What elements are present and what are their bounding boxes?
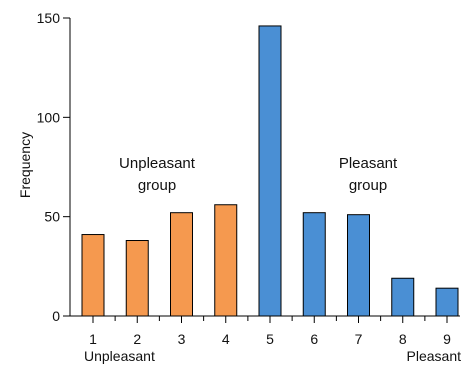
- x-tick-label-9: 9: [443, 331, 451, 347]
- x-tick-label-4: 4: [222, 331, 230, 347]
- y-tick-label-100: 100: [37, 109, 61, 125]
- y-tick-label-150: 150: [37, 10, 61, 26]
- x-tick-label-2: 2: [133, 331, 141, 347]
- ticks-layer: 1 2 3 4 5 6 7 8 9 0 50 100 150: [37, 10, 451, 347]
- bar-6: [302, 212, 326, 317]
- annotation-pleasant-line2: group: [349, 177, 387, 194]
- y-tick-label-50: 50: [44, 209, 60, 225]
- bar-9: [435, 287, 459, 317]
- bar-2: [125, 240, 149, 317]
- x-tick-label-6: 6: [310, 331, 318, 347]
- bar-5: [258, 25, 282, 317]
- x-tick-label-3: 3: [178, 331, 186, 347]
- bar-8: [391, 277, 415, 317]
- bar-1: [81, 234, 105, 317]
- y-tick-label-0: 0: [52, 308, 60, 324]
- x-tick-label-7: 7: [355, 331, 363, 347]
- x-tick-label-8: 8: [399, 331, 407, 347]
- annotation-unpleasant-line1: Unpleasant: [119, 155, 196, 172]
- y-axis-label: Frequency: [17, 132, 33, 198]
- x-end-label-right: Pleasant: [407, 348, 462, 364]
- axes-layer: [69, 18, 460, 317]
- bar-4: [214, 204, 238, 317]
- annotation-unpleasant-line2: group: [138, 177, 176, 194]
- bar-3: [170, 212, 193, 317]
- x-end-label-left: Unpleasant: [84, 348, 155, 364]
- bar-7: [347, 214, 370, 317]
- x-tick-label-5: 5: [266, 331, 274, 347]
- x-tick-label-1: 1: [89, 331, 97, 347]
- bars-layer: [81, 25, 459, 317]
- annotation-pleasant-line1: Pleasant: [339, 155, 398, 172]
